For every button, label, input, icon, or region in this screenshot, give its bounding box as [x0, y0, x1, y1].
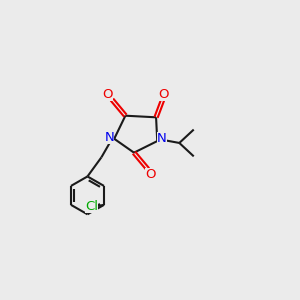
Text: N: N: [105, 131, 115, 144]
Text: O: O: [158, 88, 169, 101]
Text: O: O: [103, 88, 113, 101]
Text: N: N: [157, 132, 167, 145]
Text: Cl: Cl: [85, 200, 98, 212]
Text: O: O: [145, 168, 155, 181]
